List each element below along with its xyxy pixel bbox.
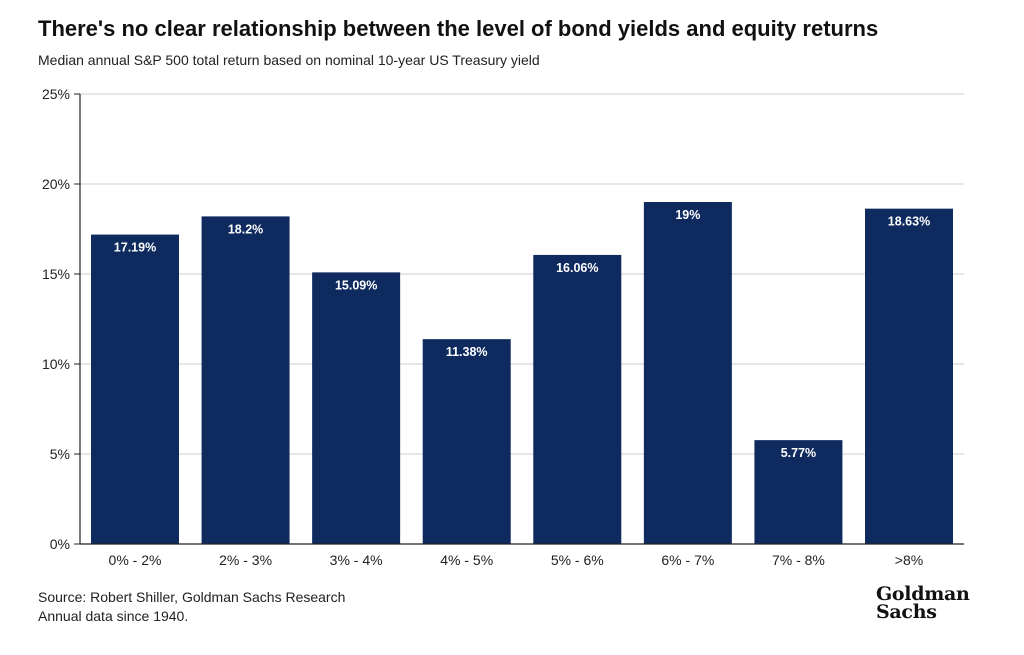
bar — [754, 440, 843, 544]
y-tick-label: 25% — [42, 86, 70, 102]
bar-data-label: 18.63% — [888, 215, 930, 229]
bar-data-label: 11.38% — [446, 345, 488, 359]
bar — [422, 339, 511, 544]
x-tick-label: 5% - 6% — [551, 552, 604, 568]
bar-data-label: 18.2% — [228, 222, 263, 236]
x-tick-label: 6% - 7% — [661, 552, 714, 568]
bar-data-label: 19% — [675, 208, 700, 222]
bar-data-label: 15.09% — [335, 278, 377, 292]
bar — [312, 272, 401, 544]
logo-line-2: Sachs — [876, 601, 937, 623]
x-tick-label: 0% - 2% — [109, 552, 162, 568]
chart-title: There's no clear relationship between th… — [38, 16, 879, 41]
bars: 17.19% 18.2% 15.09% 11.38% 16.06% 19% 5.77% 18.… — [91, 202, 953, 545]
bar — [643, 202, 732, 544]
y-tick-label: 0% — [50, 536, 70, 552]
y-axis: 0% 5% 10% 15% 20% 25% — [42, 86, 81, 552]
chart-subtitle: Median annual S&P 500 total return based… — [38, 52, 540, 68]
bar-data-label: 5.77% — [781, 446, 816, 460]
bar-data-label: 17.19% — [114, 241, 156, 255]
bar — [201, 216, 290, 544]
y-tick-label: 15% — [42, 266, 70, 282]
x-tick-label: 3% - 4% — [330, 552, 383, 568]
bar-data-label: 16.06% — [556, 261, 598, 275]
source-text: Source: Robert Shiller, Goldman Sachs Re… — [38, 589, 346, 605]
y-tick-label: 5% — [50, 446, 70, 462]
data-note: Annual data since 1940. — [38, 608, 189, 624]
source-note: Source: Robert Shiller, Goldman Sachs Re… — [38, 588, 345, 626]
x-tick-label: 7% - 8% — [772, 552, 825, 568]
y-tick-label: 20% — [42, 176, 70, 192]
x-axis: 0% - 2% 2% - 3% 3% - 4% 4% - 5% 5% - 6% 6% - … — [80, 543, 964, 568]
x-tick-label: >8% — [895, 552, 923, 568]
y-tick-label: 10% — [42, 356, 70, 372]
bar — [533, 254, 622, 545]
x-tick-label: 2% - 3% — [219, 552, 272, 568]
bar — [91, 234, 179, 544]
bar — [865, 208, 953, 544]
x-tick-label: 4% - 5% — [440, 552, 493, 568]
logo-line-1: Goldman — [876, 583, 970, 605]
goldman-sachs-logo: Goldman Sachs — [876, 583, 970, 623]
